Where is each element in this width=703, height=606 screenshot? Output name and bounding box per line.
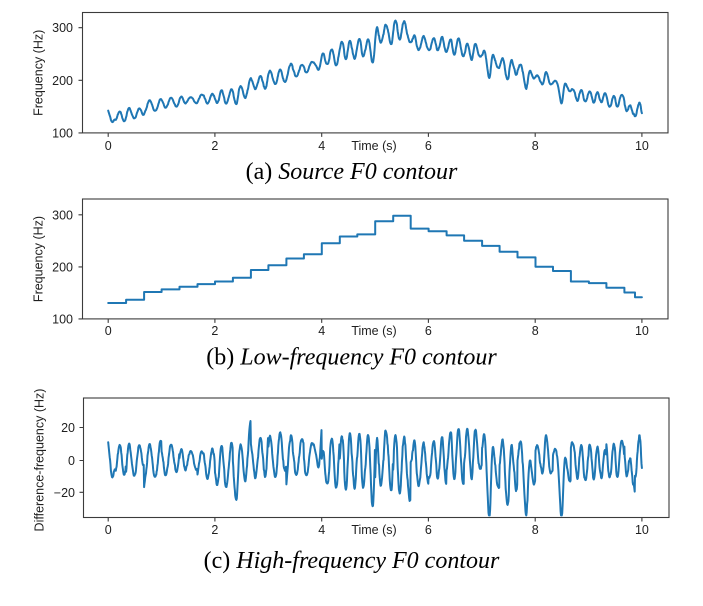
svg-text:8: 8 bbox=[532, 139, 539, 153]
svg-text:6: 6 bbox=[425, 139, 432, 153]
svg-text:(b) Low-frequency F0 contour: (b) Low-frequency F0 contour bbox=[206, 345, 497, 371]
svg-text:4: 4 bbox=[318, 523, 325, 537]
svg-text:2: 2 bbox=[211, 324, 218, 338]
svg-text:−20: −20 bbox=[54, 486, 75, 500]
svg-text:4: 4 bbox=[318, 324, 325, 338]
svg-text:4: 4 bbox=[318, 139, 325, 153]
svg-text:10: 10 bbox=[635, 139, 649, 153]
svg-text:Difference-frequency (Hz): Difference-frequency (Hz) bbox=[32, 389, 46, 532]
svg-text:Frequency (Hz): Frequency (Hz) bbox=[31, 30, 45, 116]
svg-text:200: 200 bbox=[52, 260, 73, 274]
svg-text:Time (s): Time (s) bbox=[351, 139, 396, 153]
svg-text:100: 100 bbox=[52, 126, 73, 140]
svg-text:200: 200 bbox=[52, 74, 73, 88]
svg-text:0: 0 bbox=[105, 139, 112, 153]
svg-text:6: 6 bbox=[425, 523, 432, 537]
svg-text:10: 10 bbox=[635, 324, 649, 338]
svg-text:(a) Source F0 contour: (a) Source F0 contour bbox=[246, 159, 458, 185]
svg-text:2: 2 bbox=[211, 139, 218, 153]
svg-text:Time (s): Time (s) bbox=[351, 523, 396, 537]
svg-text:8: 8 bbox=[532, 523, 539, 537]
svg-text:2: 2 bbox=[211, 523, 218, 537]
svg-text:(c) High-frequency F0 contour: (c) High-frequency F0 contour bbox=[204, 548, 500, 574]
svg-text:300: 300 bbox=[52, 208, 73, 222]
svg-text:Frequency (Hz): Frequency (Hz) bbox=[31, 216, 45, 302]
svg-text:300: 300 bbox=[52, 21, 73, 35]
svg-text:100: 100 bbox=[52, 312, 73, 326]
svg-text:Time (s): Time (s) bbox=[351, 324, 396, 338]
svg-text:0: 0 bbox=[105, 523, 112, 537]
svg-text:0: 0 bbox=[68, 454, 75, 468]
svg-text:10: 10 bbox=[635, 523, 649, 537]
svg-text:20: 20 bbox=[61, 421, 75, 435]
svg-text:8: 8 bbox=[532, 324, 539, 338]
svg-text:0: 0 bbox=[105, 324, 112, 338]
svg-text:6: 6 bbox=[425, 324, 432, 338]
